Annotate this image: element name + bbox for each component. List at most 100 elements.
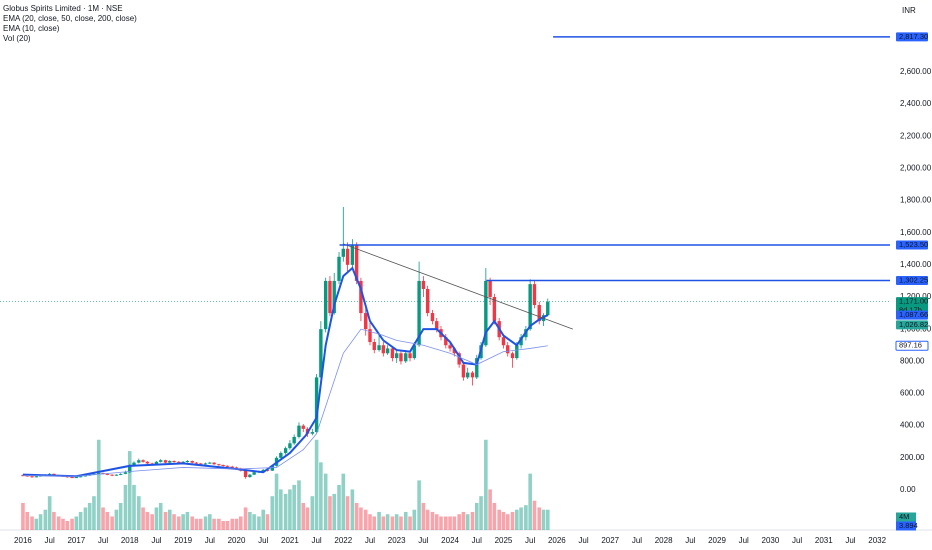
countdown: 8d 17h [899, 306, 922, 315]
candle-body [110, 474, 114, 476]
candle-body [350, 245, 355, 265]
candle-body [394, 353, 399, 359]
candle-body [194, 462, 199, 464]
volume-bar [252, 514, 256, 530]
price-tag [895, 340, 929, 351]
volume-bar [377, 511, 381, 530]
volume-bar [465, 514, 470, 530]
candle-body [519, 337, 523, 346]
y-tick-label: 1,400.00 [900, 260, 932, 269]
volume-bar [484, 439, 488, 530]
candle-body [323, 280, 328, 330]
price-tag [896, 310, 928, 320]
x-tick-label: Jul [311, 536, 321, 545]
trend-line [343, 243, 574, 330]
candle-body [368, 329, 372, 343]
x-tick-label: 2020 [228, 536, 246, 545]
candle-body [145, 461, 150, 464]
symbol-title: Globus Spirits Limited · 1M · NSE [3, 4, 123, 13]
candle-body [475, 358, 479, 378]
x-tick-label: Jul [792, 536, 802, 545]
volume-tag-label: 4M [899, 512, 909, 521]
x-tick-label: Jul [525, 536, 535, 545]
x-tick-label: Jul [98, 536, 108, 545]
candle-body [132, 462, 136, 466]
volume-bar [34, 518, 39, 530]
price-tag-label: 2,817.30 [899, 32, 928, 41]
volume-bar [163, 511, 168, 530]
volume-bar [528, 473, 532, 530]
volume-bar [537, 507, 542, 530]
x-tick-label: 2031 [815, 536, 833, 545]
volume-bar [434, 514, 439, 530]
volume-bar [225, 520, 230, 530]
candle-body [177, 461, 181, 463]
candle-body [199, 463, 203, 465]
volume-bar [123, 484, 128, 530]
candle-body [390, 348, 395, 359]
volume-bar [83, 507, 88, 530]
x-tick-label: Jul [472, 536, 482, 545]
volume-bar [403, 511, 408, 530]
volume-tag [896, 521, 916, 531]
volume-bar [541, 509, 546, 530]
volume-bar [492, 502, 497, 530]
volume-bar [110, 516, 114, 530]
candle-body [537, 305, 541, 322]
candle-body [408, 353, 412, 359]
candle-body [484, 280, 488, 346]
x-tick-label: Jul [258, 536, 268, 545]
x-tick-label: 2025 [495, 536, 513, 545]
candle-body [118, 473, 123, 475]
y-tick-label: 1,600.00 [900, 228, 932, 237]
indicator[interactable]: EMA (10, close) [3, 24, 60, 33]
candle-body [172, 461, 176, 463]
volume-bar [248, 511, 252, 530]
candle-body [270, 465, 274, 471]
volume-bar [297, 480, 301, 530]
volume-bar [412, 509, 417, 530]
candle-body [345, 248, 350, 265]
candle-body [221, 465, 225, 467]
volume-bar [501, 511, 506, 530]
volume-bar [145, 511, 150, 530]
volume-bar [154, 507, 159, 530]
price-axis-bg [890, 0, 932, 550]
volume-bar [190, 516, 195, 530]
candle-body [528, 284, 532, 330]
volume-bar [52, 511, 56, 530]
volume-bar [217, 518, 221, 530]
candle-body [114, 474, 119, 476]
candle-body [283, 448, 288, 453]
candle-body [105, 473, 110, 475]
volume-bar [350, 489, 355, 530]
volume-bar [337, 484, 341, 530]
volume-bar [283, 493, 288, 530]
indicator[interactable]: Vol (20) [3, 34, 31, 43]
y-tick-label: 0.00 [900, 485, 916, 494]
volume-bar [203, 516, 208, 530]
candle-body [412, 345, 417, 359]
candle-body [364, 313, 368, 330]
volume-bar [177, 516, 181, 530]
volume-bar [497, 509, 501, 530]
volume-bar [274, 473, 279, 530]
volume-bar [181, 514, 185, 530]
volume-bar [341, 473, 346, 530]
volume-bar [448, 516, 452, 530]
volume-bar [70, 518, 74, 530]
currency[interactable]: INR [902, 6, 916, 15]
volume-bar [385, 514, 390, 530]
price-tag-label: 1,302.25 [899, 276, 928, 285]
volume-bar [61, 518, 65, 530]
volume-bar [38, 514, 43, 530]
candle-body [510, 353, 515, 359]
volume-bar [150, 514, 154, 530]
volume-bar [279, 489, 283, 530]
volume-bar [185, 511, 190, 530]
candle-body [359, 280, 363, 314]
indicator[interactable]: EMA (20, close, 50, close, 200, close) [3, 14, 137, 23]
y-tick-label: 2,400.00 [900, 99, 932, 108]
volume-bar [292, 484, 296, 530]
volume-bar [230, 518, 235, 530]
